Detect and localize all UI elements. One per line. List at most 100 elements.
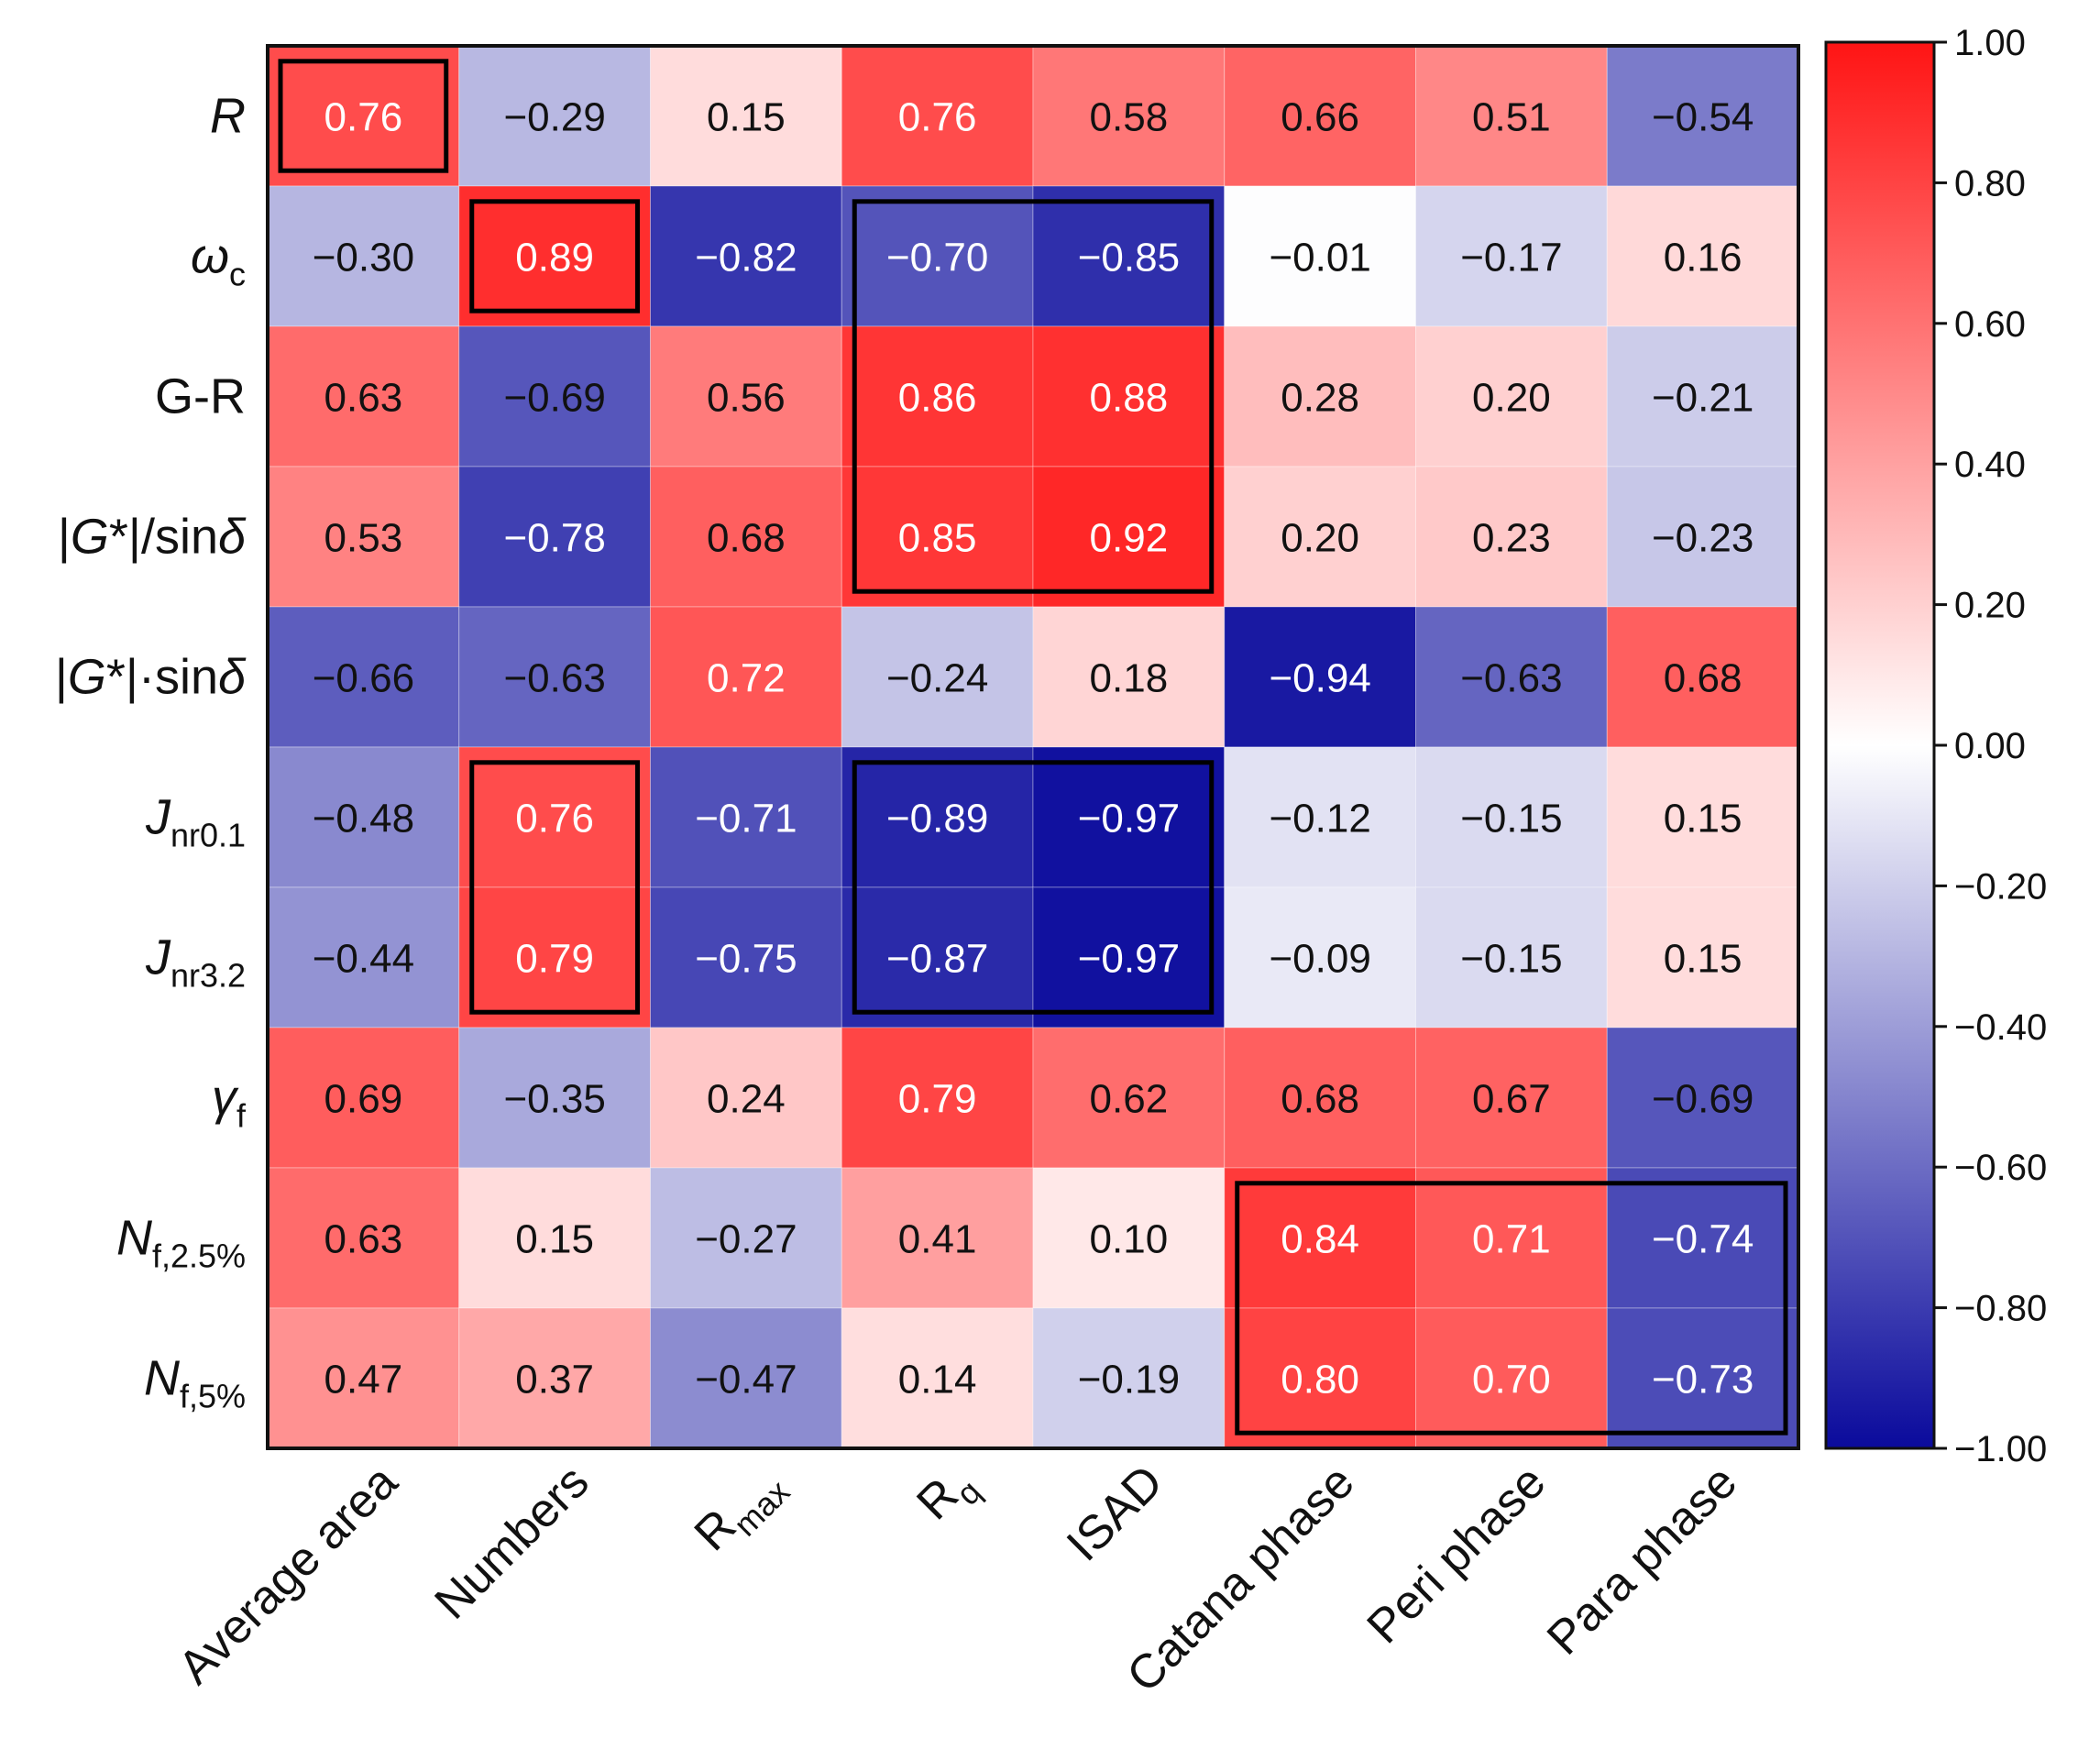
heatmap-cell [267,325,460,468]
cell-value-label: −0.47 [695,1358,797,1402]
column-label: Rq [907,1455,988,1536]
heatmap-cell [458,325,651,468]
heatmap-cell [841,1307,1034,1449]
cell-value-label: 0.15 [707,95,786,140]
heatmap-cell [1224,1307,1416,1449]
row-labels: Rωc G-R |G*|/sinδ |G*|·sinδ Jnr0.1 Jnr3.2 γf Nf… [55,89,247,1415]
heatmap-cell [650,886,842,1028]
cell-value-label: 0.37 [515,1358,594,1402]
cell-value-label: −0.69 [503,376,605,421]
heatmap-cell [841,606,1034,748]
heatmap-cell [1415,746,1608,888]
colorbar-tick-label: 0.20 [1954,586,2026,626]
heatmap-cell [1032,1027,1226,1169]
cell-value-label: −0.12 [1269,797,1370,842]
heatmap-cell [841,746,1034,888]
heatmap-cell [1224,606,1416,748]
row-label: G-R [155,369,246,424]
heatmap-cell [1224,746,1416,888]
heatmap-cell [458,1307,651,1449]
cell-value-label: −0.23 [1652,516,1754,561]
heatmap-cell [458,1167,651,1309]
heatmap-cell [1032,1167,1226,1309]
cell-value-label: −0.89 [886,797,988,842]
heatmap-cell [1606,185,1799,327]
row-label: ωc [191,229,246,293]
cell-value-label: −0.71 [695,797,797,842]
colorbar: 1.00 0.80 0.60 0.40 0.20 0.00 −0.20 −0.40 −0.60 −… [1824,23,2047,1469]
cell-value-label: 0.20 [1281,516,1359,561]
cell-value-label: −0.29 [503,95,605,140]
column-label: ISAD [1057,1455,1173,1571]
cell-value-label: 0.71 [1472,1217,1551,1262]
cell-value-label: 0.14 [898,1358,977,1402]
cell-value-label: −0.54 [1652,95,1754,140]
cell-value-label: −0.24 [886,656,988,701]
heatmap-cell [841,1167,1034,1309]
heatmap-cell [841,45,1034,187]
heatmap-cell [458,746,651,888]
row-label: |G*|·sinδ [55,650,247,705]
heatmap-cell [267,1307,460,1449]
column-label: Para phase [1537,1455,1747,1665]
heatmap-cell [1415,185,1608,327]
cell-value-label: −0.63 [503,656,605,701]
heatmap-cell [1415,466,1608,608]
colorbar-tick-label: −0.60 [1954,1148,2047,1188]
colorbar-tick-label: 0.40 [1954,445,2026,485]
colorbar-tick-label: −0.80 [1954,1289,2047,1329]
highlight-box [469,760,640,1015]
heatmap-cell [267,886,460,1028]
heatmap-cell [1415,606,1608,748]
cell-value-label: 0.58 [1090,95,1169,140]
highlight-box [852,199,1215,594]
cell-value-label: −0.97 [1078,937,1180,982]
heatmap-cell [1032,606,1226,748]
heatmap-cell [1224,886,1416,1028]
row-label: |G*|/sinδ [58,510,247,565]
colorbar-tick-label: 0.60 [1954,304,2026,345]
cell-value-label: −0.35 [503,1077,605,1122]
cell-value-label: −0.70 [886,236,988,280]
cell-value-label: −0.27 [695,1217,797,1262]
colorbar-tick-label: 1.00 [1954,23,2026,63]
colorbar-tick-label: 0.00 [1954,726,2026,766]
heatmap-cell [1224,185,1416,327]
cell-value-label: −0.85 [1078,236,1180,280]
cell-value-label: −0.75 [695,937,797,982]
cell-value-label: 0.76 [515,797,594,842]
cell-value-label: −0.17 [1460,236,1562,280]
heatmap-cell [267,45,460,187]
cell-value-label: 0.79 [898,1077,977,1122]
cell-value-label: 0.63 [324,376,403,421]
heatmap-cell [458,466,651,608]
cell-value-label: 0.85 [898,516,977,561]
heatmap-cell [1032,886,1226,1028]
cell-value-label: −0.78 [503,516,605,561]
plot-frame [266,44,1800,1450]
cell-value-label: −0.87 [886,937,988,982]
heatmap-cell [650,746,842,888]
heatmap-cell [650,466,842,608]
highlight-box [1235,1181,1788,1436]
cell-value-label: 0.76 [898,95,977,140]
cell-value-label: 0.28 [1281,376,1359,421]
heatmap-cell [650,1167,842,1309]
highlight-box [469,199,640,314]
cell-value-label: −0.63 [1460,656,1562,701]
cell-value-label: −0.44 [313,937,414,982]
heatmap-cell [1224,45,1416,187]
cell-value-label: −0.19 [1078,1358,1180,1402]
colorbar-ticks: 1.00 0.80 0.60 0.40 0.20 0.00 −0.20 −0.40 −0.60 −… [1934,23,2047,1469]
colorbar-tick-label: −0.20 [1954,866,2047,907]
heatmap-cell [267,466,460,608]
colorbar-tick-label: 0.80 [1954,163,2026,204]
cell-value-label: 0.72 [707,656,786,701]
heatmap-cell [1606,746,1799,888]
heatmap-cell [1415,886,1608,1028]
cell-value-label: −0.73 [1652,1358,1754,1402]
cell-value-label: 0.10 [1090,1217,1169,1262]
heatmap-cell [1415,1307,1608,1449]
